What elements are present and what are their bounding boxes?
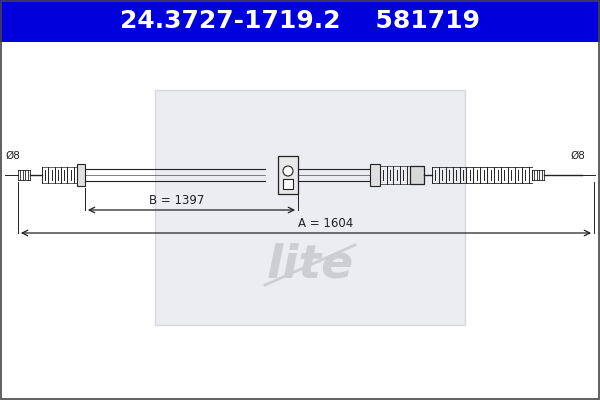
Text: Ø8: Ø8 — [570, 151, 585, 161]
Bar — [410, 166, 424, 184]
Bar — [0, 0, 600, 42]
Bar — [77, 164, 85, 186]
Bar — [283, 179, 293, 189]
Circle shape — [283, 166, 293, 176]
Bar — [370, 164, 380, 186]
Text: A = 1604: A = 1604 — [298, 217, 353, 230]
Text: 24.3727-1719.2    581719: 24.3727-1719.2 581719 — [120, 9, 480, 33]
Text: B = 1397: B = 1397 — [149, 194, 204, 207]
Bar — [155, 90, 465, 325]
Text: Ø8: Ø8 — [5, 151, 20, 161]
Text: lite: lite — [266, 242, 353, 288]
Bar — [278, 156, 298, 194]
